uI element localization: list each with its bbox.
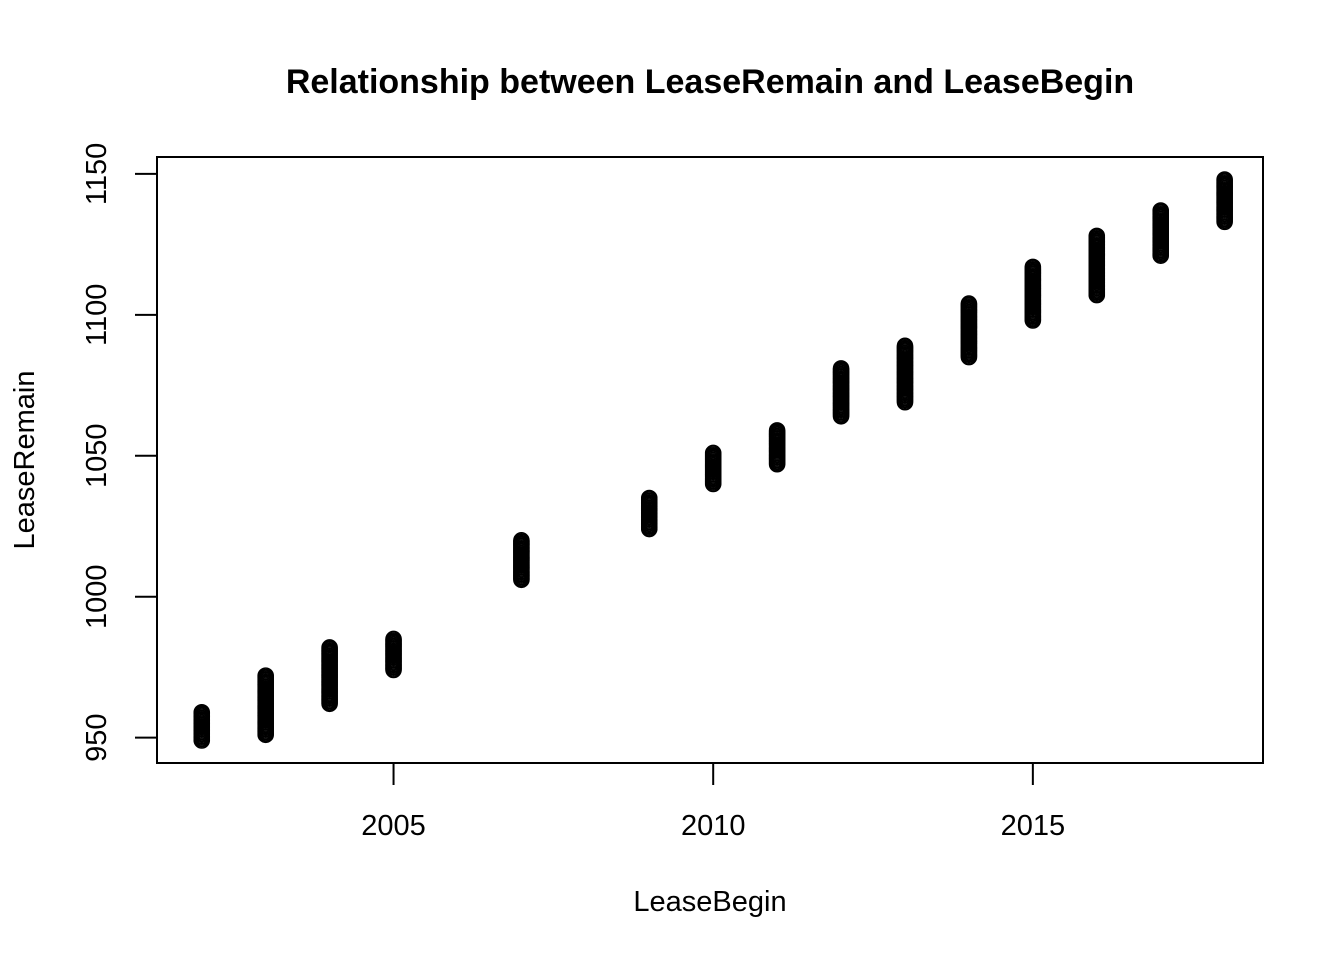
x-axis: 2005 2010 2015 <box>361 762 1066 842</box>
point-group-2016 <box>1088 227 1106 304</box>
data-point <box>960 295 978 312</box>
data-point <box>513 532 530 549</box>
data-point <box>385 630 402 648</box>
point-group-2015 <box>1024 258 1042 329</box>
data-point <box>1152 202 1170 219</box>
point-group-2012 <box>832 360 850 425</box>
data-point <box>768 422 786 439</box>
point-group-2003 <box>257 667 274 744</box>
y-tick-label: 950 <box>81 713 113 761</box>
data-point <box>257 667 274 684</box>
data-point <box>1024 258 1042 276</box>
y-tick-label: 1150 <box>81 143 113 205</box>
data-point <box>704 444 722 462</box>
data-point <box>832 360 850 377</box>
data-point <box>193 703 211 721</box>
y-tick-label: 1050 <box>81 424 113 489</box>
point-group-2004 <box>321 639 338 713</box>
y-tick-label: 1000 <box>81 564 113 629</box>
point-group-2009 <box>640 489 658 538</box>
y-axis-label: LeaseRemain <box>9 371 41 550</box>
point-group-2007 <box>513 532 530 589</box>
data-point <box>640 489 658 507</box>
point-group-2014 <box>960 295 978 366</box>
chart-title: Relationship between LeaseRemain and Lea… <box>286 63 1134 101</box>
point-group-2013 <box>896 337 914 411</box>
data-points <box>193 171 1233 749</box>
point-group-2018 <box>1216 171 1233 231</box>
x-tick-label: 2010 <box>681 810 746 842</box>
data-point <box>321 639 338 656</box>
y-axis: 950 1000 1050 1100 1150 <box>81 143 158 762</box>
data-point <box>1088 227 1106 245</box>
data-point <box>1216 171 1233 188</box>
point-group-2002 <box>193 703 211 749</box>
x-axis-label: LeaseBegin <box>633 886 786 918</box>
point-group-2011 <box>768 422 786 473</box>
y-tick-label: 1100 <box>81 284 113 346</box>
data-point <box>896 337 914 355</box>
point-group-2005 <box>385 630 402 679</box>
x-tick-label: 2005 <box>361 810 426 842</box>
point-group-2017 <box>1152 202 1170 264</box>
point-group-2010 <box>704 444 722 493</box>
x-tick-label: 2015 <box>1001 810 1066 842</box>
